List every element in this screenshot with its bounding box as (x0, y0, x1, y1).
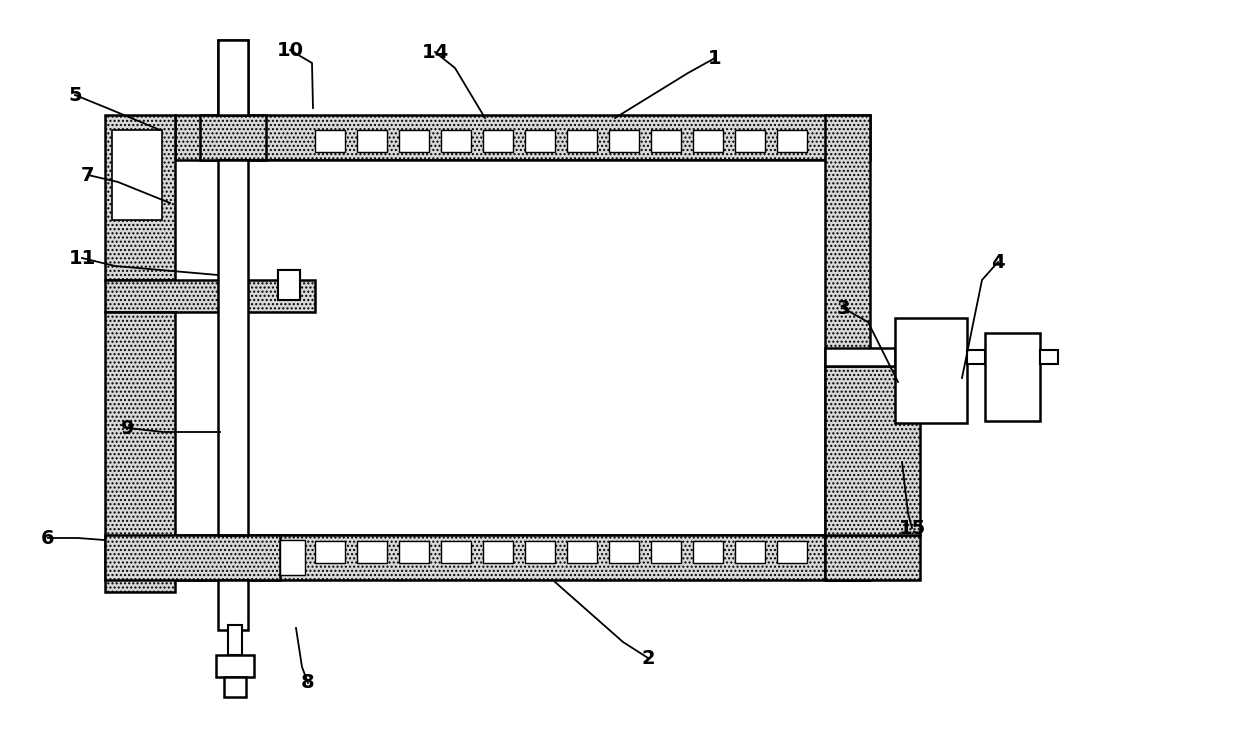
Bar (175, 535, 870, 580)
Bar (441, 130, 471, 152)
Bar (735, 130, 765, 152)
Bar (105, 535, 280, 580)
Bar (484, 130, 513, 152)
Bar (985, 333, 1040, 421)
Bar (105, 312, 175, 537)
Bar (441, 541, 471, 563)
Text: 4: 4 (991, 253, 1004, 271)
Bar (280, 540, 305, 575)
Text: 11: 11 (68, 248, 95, 268)
Bar (216, 655, 254, 677)
Bar (693, 541, 723, 563)
Bar (967, 350, 985, 364)
Text: 9: 9 (122, 418, 135, 437)
Bar (567, 541, 596, 563)
Bar (278, 270, 300, 300)
Bar (175, 115, 870, 160)
Text: 3: 3 (836, 298, 849, 318)
Bar (224, 677, 246, 697)
Bar (825, 366, 920, 535)
Bar (357, 541, 387, 563)
Bar (1040, 350, 1058, 364)
Bar (357, 130, 387, 152)
Bar (112, 130, 162, 220)
Bar (825, 535, 920, 580)
Bar (651, 130, 681, 152)
Bar (777, 130, 807, 152)
Bar (484, 541, 513, 563)
Bar (105, 537, 175, 592)
Bar (777, 541, 807, 563)
Text: 1: 1 (708, 49, 722, 68)
Bar (651, 541, 681, 563)
Text: 2: 2 (641, 648, 655, 667)
Text: 8: 8 (301, 673, 315, 692)
Bar (315, 130, 345, 152)
Bar (105, 280, 315, 312)
Text: 6: 6 (41, 528, 55, 548)
Bar (228, 625, 242, 655)
Bar (735, 541, 765, 563)
Bar (399, 541, 429, 563)
Bar (693, 130, 723, 152)
Text: 5: 5 (68, 85, 82, 104)
Bar (278, 270, 300, 298)
Bar (895, 318, 967, 423)
Bar (218, 40, 248, 115)
Bar (609, 130, 639, 152)
Bar (825, 348, 895, 366)
Bar (105, 115, 175, 280)
Text: 7: 7 (82, 165, 94, 184)
Bar (525, 541, 556, 563)
Bar (567, 130, 596, 152)
Bar (218, 40, 248, 115)
Text: 15: 15 (898, 518, 925, 537)
Bar (825, 115, 870, 580)
Bar (399, 130, 429, 152)
Bar (218, 580, 248, 630)
Bar (315, 541, 345, 563)
Bar (609, 541, 639, 563)
Bar (200, 115, 267, 160)
Text: 14: 14 (422, 43, 449, 62)
Text: 10: 10 (277, 40, 304, 60)
Bar (525, 130, 556, 152)
Bar (218, 160, 248, 535)
